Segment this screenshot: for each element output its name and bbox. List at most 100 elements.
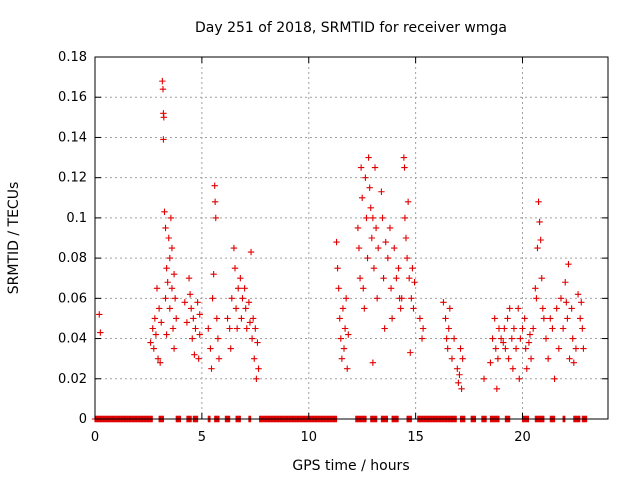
data-point <box>580 345 587 352</box>
data-point <box>162 295 169 302</box>
data-point <box>336 315 343 322</box>
data-point <box>379 214 386 222</box>
data-point <box>565 260 572 268</box>
data-point <box>169 325 177 332</box>
data-point <box>187 305 195 312</box>
data-point <box>408 295 415 302</box>
data-point <box>562 279 569 286</box>
data-point <box>228 295 235 302</box>
data-point <box>248 335 256 342</box>
data-point <box>164 279 171 286</box>
data-point <box>491 315 498 322</box>
data-point <box>497 335 505 342</box>
data-point <box>544 355 552 362</box>
data-point <box>246 319 254 326</box>
data-point <box>529 325 537 332</box>
data-point <box>362 174 369 181</box>
axis-ticks: 0 0.02 0.04 0.06 0.08 0.1 0.12 0.14 0.16 0.18 0 5 10… <box>58 50 608 445</box>
data-point <box>241 285 248 292</box>
data-point <box>416 315 424 322</box>
data-point <box>151 315 159 322</box>
data-point <box>247 248 255 256</box>
gridlines <box>95 57 608 419</box>
data-point <box>191 351 198 358</box>
data-point <box>440 299 447 306</box>
data-point <box>540 315 548 322</box>
data-point <box>505 355 512 362</box>
data-point <box>208 365 215 372</box>
data-point <box>450 335 458 342</box>
data-point <box>196 331 203 338</box>
data-point <box>364 254 371 262</box>
data-point <box>149 325 156 332</box>
data-point <box>409 264 416 272</box>
data-point <box>487 359 494 366</box>
data-point <box>419 325 427 332</box>
data-point <box>242 305 249 312</box>
data-point <box>209 295 216 302</box>
data-point <box>147 339 154 346</box>
data-point <box>238 315 245 322</box>
y-tick-label: 0.16 <box>58 90 87 105</box>
data-point <box>96 311 103 318</box>
data-marks <box>91 77 590 423</box>
data-point <box>480 375 488 382</box>
data-point <box>535 198 542 205</box>
data-point <box>578 299 585 306</box>
data-point <box>357 164 365 171</box>
data-point <box>237 275 244 282</box>
data-point <box>181 299 188 306</box>
data-point <box>443 335 450 342</box>
data-point <box>525 339 533 346</box>
data-point <box>370 264 378 272</box>
data-point <box>551 375 558 382</box>
data-point <box>214 335 222 342</box>
data-point <box>369 359 377 366</box>
data-point <box>384 254 392 262</box>
data-point <box>159 77 166 85</box>
data-point <box>341 325 349 332</box>
data-point <box>367 204 374 212</box>
data-point <box>183 319 191 326</box>
data-point <box>211 182 218 189</box>
data-point <box>542 335 550 342</box>
y-tick-label: 0.14 <box>58 130 87 145</box>
data-point <box>375 244 382 252</box>
data-point <box>455 379 462 386</box>
data-point <box>418 335 426 342</box>
data-point <box>338 355 346 362</box>
data-point <box>192 325 199 332</box>
y-axis-label: SRMTID / TECUs <box>6 182 22 295</box>
data-point <box>400 154 408 161</box>
data-point <box>387 285 395 292</box>
data-point <box>171 295 179 302</box>
data-point <box>252 325 259 332</box>
data-point <box>226 325 233 332</box>
data-point <box>239 295 246 302</box>
data-point <box>255 365 262 372</box>
data-point <box>456 371 463 378</box>
data-point <box>411 279 418 286</box>
x-tick-label: 5 <box>198 430 206 445</box>
data-point <box>189 335 196 342</box>
data-point <box>213 315 221 322</box>
data-point <box>563 299 570 306</box>
data-point <box>224 315 231 322</box>
data-point <box>195 355 202 362</box>
data-point <box>457 345 464 352</box>
data-point <box>570 359 577 366</box>
data-point <box>555 345 563 352</box>
data-point <box>442 315 449 322</box>
data-point <box>161 208 168 216</box>
data-point <box>373 295 381 302</box>
data-point <box>444 345 451 352</box>
data-point <box>515 305 522 312</box>
data-point <box>249 315 257 322</box>
data-point <box>553 305 560 312</box>
data-point <box>251 355 258 362</box>
data-point <box>354 224 362 232</box>
data-point <box>519 325 526 332</box>
data-point <box>526 331 534 338</box>
data-point <box>207 345 214 352</box>
